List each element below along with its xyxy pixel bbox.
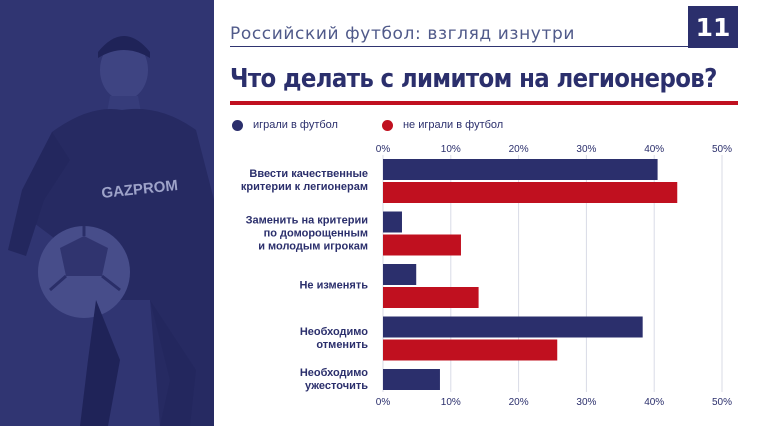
- legend-item-not-played: не играли в футбол: [381, 119, 504, 131]
- bar-0-0: [383, 159, 658, 180]
- category-label-4: Необходимо ужесточить: [299, 366, 368, 392]
- legend-dot-not-played: [381, 119, 393, 131]
- bar-2-1: [383, 287, 479, 308]
- tick-label-bottom-4: 40%: [644, 397, 664, 408]
- tick-label-top-2: 20%: [509, 144, 529, 155]
- header-divider: [230, 46, 688, 47]
- tick-label-top-4: 40%: [644, 144, 664, 155]
- photo-panel: GAZPROM: [0, 0, 214, 426]
- chart-title: Что делать с лимитом на легионеров?: [230, 64, 717, 94]
- tick-label-top-5: 50%: [712, 144, 732, 155]
- legend-label-not-played: не играли в футбол: [402, 119, 504, 131]
- tick-label-bottom-1: 10%: [441, 397, 461, 408]
- bar-4-0: [383, 369, 440, 390]
- bar-2-0: [383, 264, 417, 285]
- tick-label-bottom-2: 20%: [509, 397, 529, 408]
- player-photo: GAZPROM: [0, 0, 214, 426]
- header-title: Российский футбол: взгляд изнутри: [230, 24, 575, 44]
- tick-label-bottom-0: 0%: [376, 397, 391, 408]
- bar-0-1: [383, 182, 678, 203]
- category-label-2: Не изменять: [299, 279, 368, 292]
- page-number: 11: [688, 6, 738, 48]
- title-divider: [230, 101, 738, 105]
- bar-3-0: [383, 316, 643, 338]
- bar-3-1: [383, 339, 558, 361]
- legend-label-played: играли в футбол: [253, 119, 338, 131]
- tick-label-bottom-5: 50%: [712, 397, 732, 408]
- tick-label-top-1: 10%: [441, 144, 461, 155]
- bar-1-0: [383, 211, 402, 233]
- legend-dot-played: [232, 119, 243, 131]
- category-label-1: Заменить на критерии по доморощенным и м…: [245, 214, 368, 252]
- legend-item-played: играли в футбол: [232, 119, 338, 131]
- player-head-shape: [100, 40, 148, 100]
- category-label-0: Ввести качественные критерии к легионера…: [240, 168, 368, 193]
- tick-label-top-0: 0%: [376, 144, 391, 155]
- legend: играли в футбол не играли в футбол: [232, 119, 547, 131]
- bar-1-1: [383, 234, 461, 256]
- tick-label-top-3: 30%: [576, 144, 596, 155]
- tick-label-bottom-3: 30%: [576, 397, 596, 408]
- category-label-3: Необходимо отменить: [299, 325, 368, 351]
